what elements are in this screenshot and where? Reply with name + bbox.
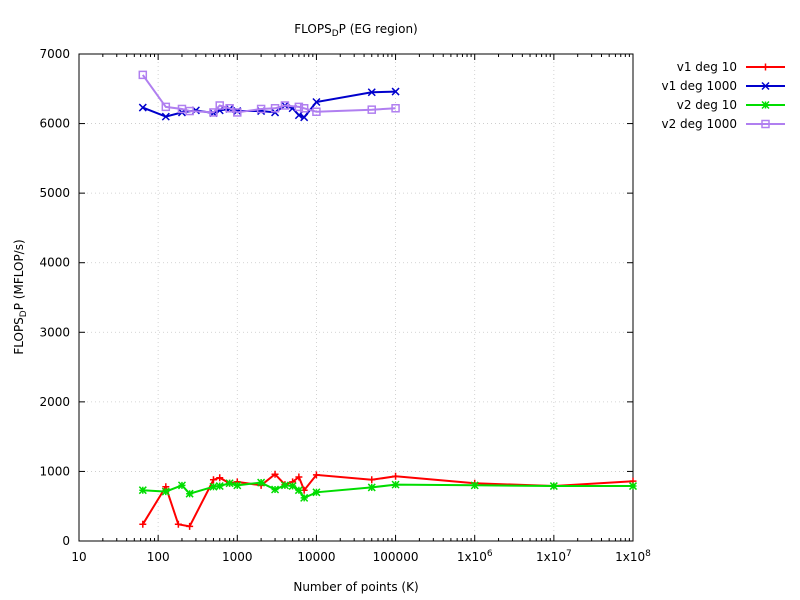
data-point — [367, 483, 376, 492]
data-point — [294, 486, 303, 495]
data-point — [215, 482, 224, 491]
data-point — [299, 104, 309, 113]
legend-entry: v1 deg 1000 — [661, 79, 785, 93]
x-tick-label: 1000 — [222, 550, 253, 564]
y-tick-label: 4000 — [39, 256, 70, 270]
legend-label: v2 deg 1000 — [661, 117, 737, 131]
data-point — [392, 472, 400, 480]
legend-marker — [761, 119, 770, 129]
y-tick-label: 1000 — [39, 464, 70, 478]
data-point — [391, 480, 400, 489]
x-axis-label: Number of points (K) — [293, 580, 418, 594]
data-point — [294, 102, 304, 112]
data-point — [280, 481, 289, 490]
data-point — [186, 522, 194, 530]
data-point — [256, 104, 266, 114]
series-4 — [138, 70, 400, 117]
series-2 — [138, 87, 400, 122]
data-point — [138, 103, 147, 112]
data-point — [294, 111, 303, 120]
data-point — [161, 102, 171, 112]
legend-entry: v1 deg 10 — [677, 60, 785, 74]
y-tick-label: 7000 — [39, 47, 70, 61]
legend-entry: v2 deg 10 — [677, 98, 785, 112]
legend-marker — [761, 100, 770, 110]
series-line — [141, 472, 634, 528]
data-point — [209, 482, 218, 491]
data-point — [139, 520, 147, 528]
data-point — [280, 101, 290, 110]
legend-label: v2 deg 10 — [677, 98, 737, 112]
series — [138, 70, 638, 530]
data-point — [288, 482, 297, 491]
data-point — [209, 108, 218, 117]
data-point — [367, 105, 376, 114]
data-point — [300, 493, 309, 502]
y-tick-label: 0 — [62, 534, 70, 548]
data-point — [215, 101, 224, 110]
data-point — [628, 482, 638, 491]
data-point — [138, 486, 147, 495]
data-point — [216, 474, 224, 482]
series-1 — [139, 470, 637, 530]
legend-marker — [761, 81, 770, 91]
data-point — [225, 479, 234, 488]
data-point — [312, 471, 320, 479]
data-point — [312, 97, 321, 107]
legend-marker — [762, 63, 769, 71]
data-point — [312, 107, 321, 116]
data-point — [549, 482, 558, 491]
legend-entry: v2 deg 1000 — [661, 117, 785, 131]
x-tick-label: 10 — [71, 550, 86, 564]
data-point — [161, 487, 170, 496]
legend-label: v1 deg 10 — [677, 60, 737, 74]
x-tick-label: 100000 — [373, 550, 419, 564]
data-point — [271, 470, 279, 478]
data-point — [295, 473, 303, 481]
grid — [79, 54, 633, 541]
chart-title: FLOPSDP (EG region) — [294, 22, 417, 39]
legend: v1 deg 10 v1 deg 1000 v2 deg 10 v2 deg 1000 — [661, 60, 785, 131]
y-tick-label: 2000 — [39, 395, 70, 409]
x-tick-label: 1x108 — [615, 549, 651, 564]
data-point — [368, 476, 376, 484]
data-point — [185, 489, 194, 498]
y-tick-label: 6000 — [39, 117, 70, 131]
axis-ticks: 0 1000 2000 3000 4000 5000 6000 7000 10 100 1000 10… — [39, 47, 651, 564]
x-tick-label: 10000 — [297, 550, 335, 564]
data-point — [470, 481, 479, 490]
data-point — [300, 113, 309, 122]
plot-frame — [78, 53, 634, 542]
data-point — [391, 87, 400, 96]
data-point — [161, 112, 170, 121]
data-point — [177, 481, 186, 490]
x-tick-label: 100 — [147, 550, 170, 564]
data-point — [233, 108, 242, 117]
data-point — [271, 485, 280, 494]
data-point — [138, 70, 148, 80]
data-point — [257, 478, 266, 487]
data-point — [185, 106, 194, 116]
series-3 — [138, 478, 638, 502]
x-tick-label: 1x107 — [536, 549, 572, 564]
data-point — [367, 88, 376, 97]
data-point — [270, 104, 280, 113]
data-point — [233, 481, 242, 490]
data-point — [174, 520, 182, 528]
series-line — [142, 481, 633, 500]
x-tick-label: 1x106 — [457, 549, 493, 564]
data-point — [391, 104, 400, 113]
legend-label: v1 deg 1000 — [661, 79, 737, 93]
y-tick-label: 3000 — [39, 325, 70, 339]
series-line — [141, 74, 396, 114]
y-axis-label: FLOPSDP (MFLOP/s) — [12, 239, 29, 354]
data-point — [312, 488, 321, 497]
data-point — [209, 476, 217, 484]
y-tick-label: 5000 — [39, 186, 70, 200]
